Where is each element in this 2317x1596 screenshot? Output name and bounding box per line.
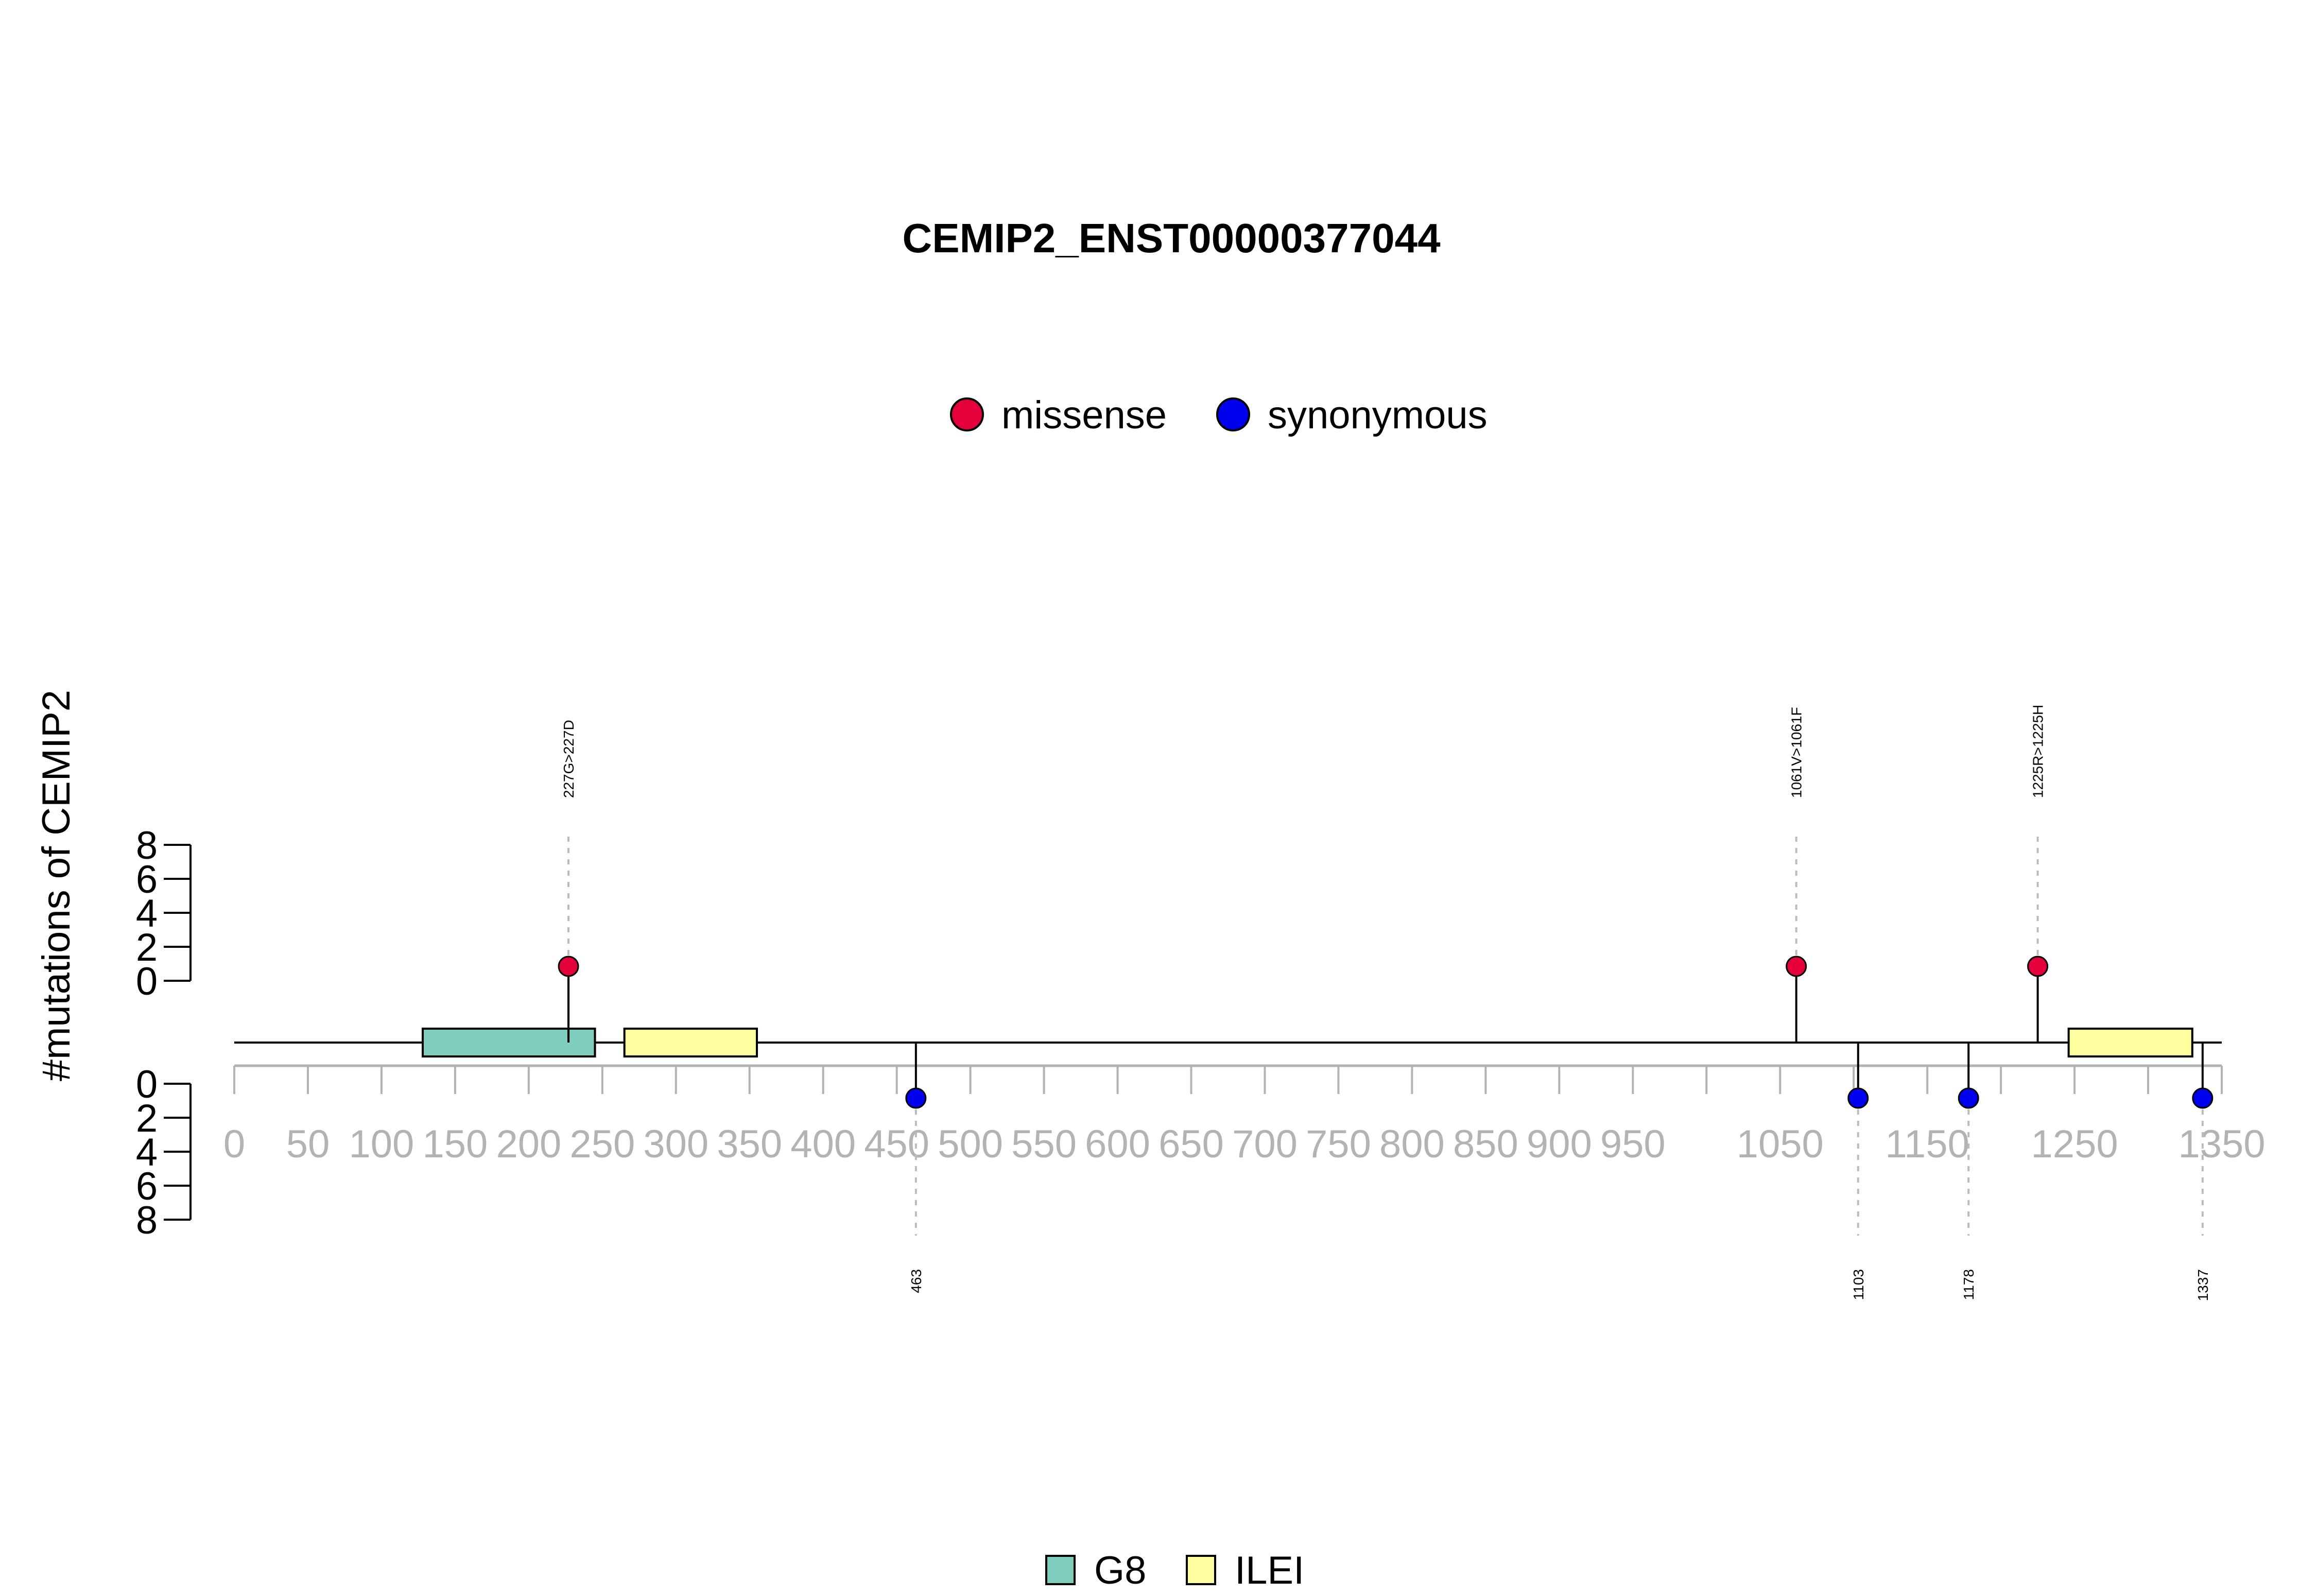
mutation-label: 463 [908,1269,924,1293]
x-tick-label: 900 [1527,1122,1592,1166]
y-tick-top-label: 2 [136,926,158,969]
mutation-label: 1103 [1851,1269,1866,1300]
x-tick-label: 950 [1600,1122,1666,1166]
mutation-point-missense [2027,956,2049,977]
x-tick-label: 450 [864,1122,929,1166]
y-axis-label: #mutations of CEMIP2 [34,690,78,1081]
mutation-label: 1178 [1961,1269,1977,1300]
x-tick-label: 550 [1011,1122,1077,1166]
x-tick-label: 350 [717,1122,782,1166]
x-tick-label: 1050 [1737,1122,1824,1166]
y-tick-bottom-label: 8 [136,1199,158,1242]
x-tick-label: 600 [1085,1122,1150,1166]
domain-G8 [421,1028,596,1057]
x-tick-label: 700 [1232,1122,1298,1166]
x-tick-label: 750 [1306,1122,1371,1166]
x-tick-label: 650 [1158,1122,1224,1166]
legend-swatch-G8 [1045,1555,1076,1585]
mutation-label: 1225R>1225H [2030,705,2046,798]
legend-label-synonymous: synonymous [1268,393,1488,437]
y-tick-bottom-label: 0 [136,1063,158,1106]
domain-ILEI [623,1028,758,1057]
domain-ILEI [2067,1028,2193,1057]
legend-label-missense: missense [1001,393,1167,437]
protein-domains [421,968,2193,1057]
y-tick-bottom-label: 6 [136,1165,158,1208]
y-tick-bottom-label: 4 [136,1131,158,1174]
x-tick-label: 800 [1379,1122,1445,1166]
y-tick-top-label: 8 [136,824,158,868]
mutations-below: 463 1103 1178 1337 [905,1043,2214,1301]
x-tick-label: 0 [223,1122,245,1166]
mutation-point-missense [558,956,579,977]
x-tick-label: 100 [349,1122,414,1166]
mutation-label: 1337 [2195,1269,2211,1301]
mutation-point-missense [1786,956,1807,977]
chart-title: CEMIP2_ENST00000377044 [902,215,1441,261]
mutation-label: 1061V>1061F [1789,707,1805,798]
x-tick-label: 1250 [2031,1122,2118,1166]
mutation-point-synonymous [905,1087,927,1109]
mutation-legend: missense synonymous [950,393,1488,437]
legend-marker-missense [950,397,984,431]
x-tick-label: 500 [938,1122,1003,1166]
x-axis: 0 50 100 150 200 250 300 350 400 450 500 550 600 650 7… [223,1064,2266,1166]
x-tick-label: 200 [496,1122,561,1166]
mutation-point-synonymous [1847,1087,1869,1109]
y-tick-top-label: 6 [136,858,158,901]
legend-label-ILEI: ILEI [1235,1549,1304,1592]
mutations-above: 227G>227D 1061V>1061F 1225R>1225H [558,705,2049,1043]
x-tick-label: 1350 [2178,1122,2265,1166]
x-tick-label: 1150 [1885,1122,1969,1166]
y-tick-top-label: 0 [136,960,158,1003]
x-tick-label: 850 [1453,1122,1518,1166]
mutation-label: 227G>227D [561,720,577,798]
x-tick-label: 50 [286,1122,330,1166]
x-tick-label: 400 [790,1122,856,1166]
x-tick-label: 150 [422,1122,488,1166]
mutation-point-synonymous [2192,1087,2214,1109]
y-tick-bottom-label: 2 [136,1097,158,1140]
y-tick-top-label: 4 [136,892,158,935]
domain-legend: G8 ILEI [1045,1549,1304,1592]
x-tick-label: 250 [569,1122,635,1166]
mutation-point-synonymous [1958,1087,1979,1109]
legend-marker-synonymous [1216,397,1250,431]
legend-swatch-ILEI [1186,1555,1216,1585]
x-tick-label: 300 [643,1122,708,1166]
legend-label-G8: G8 [1094,1549,1146,1592]
